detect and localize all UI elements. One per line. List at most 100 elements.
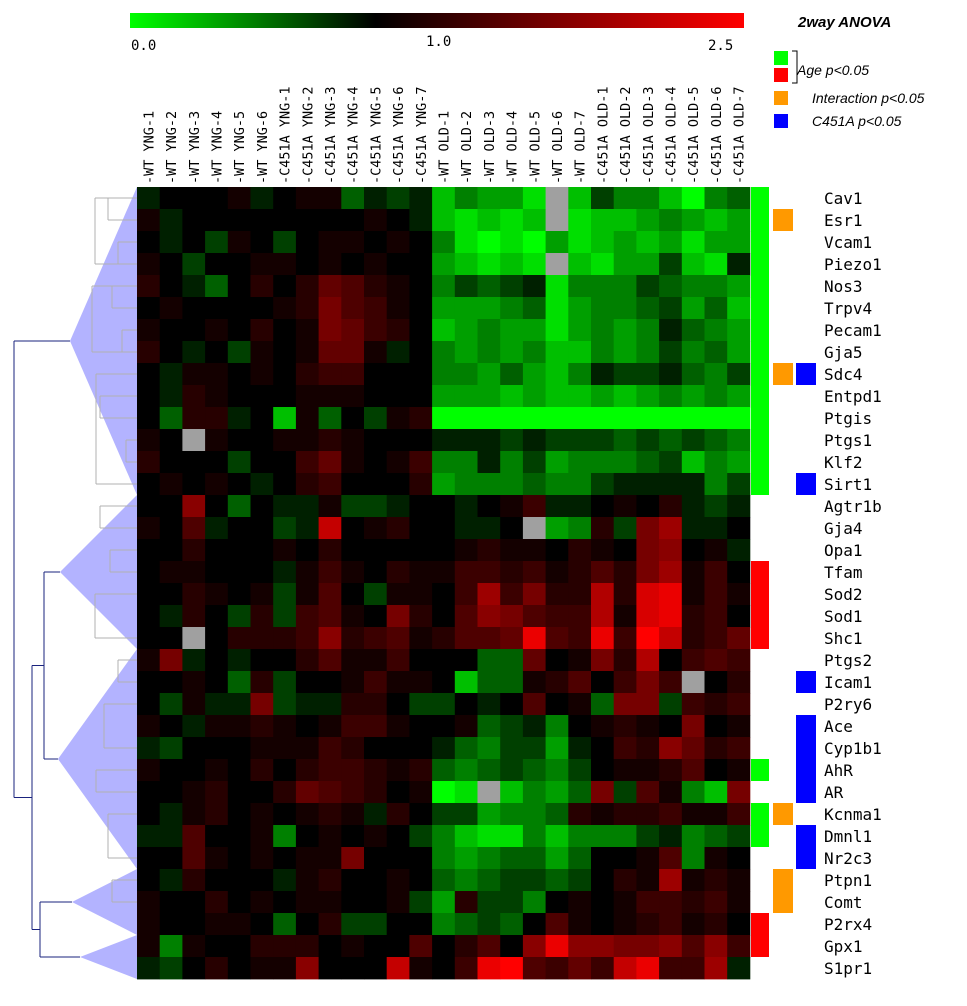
- heatmap-cell: [659, 385, 683, 408]
- heatmap-cell: [409, 473, 433, 496]
- heatmap-cell: [681, 913, 705, 936]
- heatmap-cell: [568, 297, 592, 320]
- heatmap-cell: [227, 451, 251, 474]
- heatmap-cell: [318, 385, 342, 408]
- row-label: Cav1: [824, 189, 863, 208]
- heatmap-cell: [409, 825, 433, 848]
- heatmap-cell: [227, 891, 251, 914]
- heatmap-cell: [477, 715, 501, 738]
- heatmap-cell: [432, 473, 456, 496]
- heatmap-cell: [432, 605, 456, 628]
- heatmap-cell: [500, 297, 524, 320]
- heatmap-cell: [295, 781, 319, 804]
- heatmap-cell: [704, 715, 728, 738]
- heatmap-cell: [364, 869, 388, 892]
- heatmap-cell: [727, 583, 751, 606]
- heatmap-cell: [659, 627, 683, 650]
- heatmap-cell: [227, 627, 251, 650]
- heatmap-cell: [522, 253, 546, 276]
- heatmap-cell: [250, 583, 274, 606]
- heatmap-cell: [364, 495, 388, 518]
- dendrogram-cluster-fan: [80, 935, 137, 979]
- heatmap-cell: [613, 913, 637, 936]
- heatmap-cell: [636, 297, 660, 320]
- heatmap-cell: [477, 891, 501, 914]
- heatmap-cell: [386, 495, 410, 518]
- heatmap-cell: [477, 737, 501, 760]
- heatmap-cell: [704, 605, 728, 628]
- heatmap-cell: [250, 781, 274, 804]
- heatmap-cell: [182, 605, 206, 628]
- heatmap-cell: [341, 869, 365, 892]
- heatmap-cell: [681, 803, 705, 826]
- legend-age-brace: [792, 50, 798, 84]
- heatmap-cell: [409, 737, 433, 760]
- heatmap-cell: [205, 913, 229, 936]
- heatmap-cell: [205, 935, 229, 958]
- heatmap-cell: [341, 473, 365, 496]
- heatmap-cell: [704, 517, 728, 540]
- heatmap-cell: [137, 803, 161, 826]
- heatmap-cell: [159, 737, 183, 760]
- heatmap-cell: [273, 913, 297, 936]
- heatmap-cell: [386, 649, 410, 672]
- heatmap-cell: [341, 935, 365, 958]
- heatmap-cell: [613, 209, 637, 232]
- heatmap-cell: [341, 495, 365, 518]
- heatmap-cell: [681, 627, 705, 650]
- heatmap-cell: [613, 957, 637, 980]
- heatmap-cell: [454, 473, 478, 496]
- heatmap-cell: [636, 715, 660, 738]
- heatmap-cell: [591, 385, 615, 408]
- row-label: Tfam: [824, 563, 863, 582]
- heatmap-cell: [227, 363, 251, 386]
- heatmap-cell: [545, 825, 569, 848]
- column-label: -WT OLD-6: [550, 111, 566, 184]
- heatmap-cell: [500, 671, 524, 694]
- heatmap-cell: [454, 275, 478, 298]
- heatmap-cell: [273, 671, 297, 694]
- heatmap-cell: [545, 253, 569, 276]
- heatmap-cell: [681, 671, 705, 694]
- dendrogram-cluster-fan: [60, 495, 137, 649]
- heatmap-cell: [659, 363, 683, 386]
- heatmap-cell: [681, 363, 705, 386]
- heatmap-cell: [727, 539, 751, 562]
- heatmap-cell: [137, 759, 161, 782]
- heatmap-cell: [636, 187, 660, 210]
- heatmap-cell: [568, 275, 592, 298]
- heatmap-cell: [273, 891, 297, 914]
- heatmap-cell: [432, 275, 456, 298]
- heatmap-cell: [182, 385, 206, 408]
- heatmap-cell: [454, 759, 478, 782]
- heatmap-cell: [636, 737, 660, 760]
- heatmap-cell: [727, 781, 751, 804]
- dendrogram-cluster-fan: [72, 869, 137, 935]
- heatmap-cell: [681, 495, 705, 518]
- heatmap-cell: [568, 495, 592, 518]
- heatmap-cell: [704, 429, 728, 452]
- heatmap-cell: [227, 913, 251, 936]
- row-label: P2rx4: [824, 915, 872, 934]
- heatmap-cell: [137, 605, 161, 628]
- heatmap-cell: [522, 935, 546, 958]
- heatmap-cell: [341, 847, 365, 870]
- heatmap-cell: [364, 451, 388, 474]
- heatmap-cell: [500, 649, 524, 672]
- heatmap-cell: [681, 231, 705, 254]
- column-label: -WT OLD-5: [527, 111, 543, 184]
- heatmap-cell: [636, 385, 660, 408]
- heatmap-cell: [341, 891, 365, 914]
- heatmap-cell: [591, 781, 615, 804]
- heatmap-cell: [341, 583, 365, 606]
- heatmap-cell: [545, 187, 569, 210]
- heatmap-cell: [636, 781, 660, 804]
- heatmap-cell: [432, 693, 456, 716]
- heatmap-cell: [659, 847, 683, 870]
- heatmap-cell: [227, 781, 251, 804]
- heatmap-cell: [182, 649, 206, 672]
- heatmap-cell: [182, 891, 206, 914]
- heatmap-cell: [386, 319, 410, 342]
- heatmap-cell: [704, 187, 728, 210]
